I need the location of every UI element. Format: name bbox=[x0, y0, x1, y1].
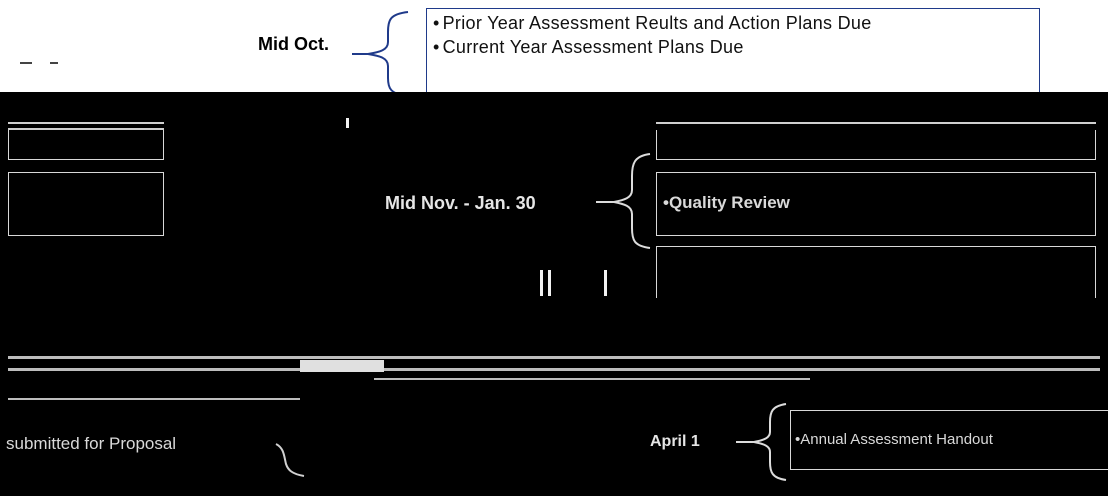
divider-line bbox=[8, 368, 1100, 371]
band-edge bbox=[0, 92, 1108, 100]
date-april: April 1 bbox=[650, 433, 700, 450]
brace-icon bbox=[352, 11, 409, 97]
task-item: •Quality Review bbox=[663, 193, 790, 212]
task-box-mid-oct: Prior Year Assessment Reults and Action … bbox=[426, 8, 1040, 100]
brace-icon bbox=[275, 443, 305, 477]
right-box-upper bbox=[656, 130, 1096, 160]
divider-line bbox=[8, 122, 164, 124]
brace-icon bbox=[736, 403, 787, 481]
left-box bbox=[8, 130, 164, 160]
artifact bbox=[300, 360, 384, 372]
divider-line bbox=[8, 356, 1100, 359]
task-item: Current Year Assessment Plans Due bbox=[433, 35, 1033, 59]
right-box-lower bbox=[656, 246, 1096, 298]
task-item: •Annual Assessment Handout bbox=[795, 431, 993, 448]
brace-icon bbox=[596, 153, 651, 249]
dash-mark bbox=[50, 62, 58, 64]
task-item: Prior Year Assessment Reults and Action … bbox=[433, 11, 1033, 35]
left-box bbox=[8, 172, 164, 236]
task-box-mid-nov: •Quality Review bbox=[656, 172, 1096, 236]
artifact bbox=[548, 270, 551, 296]
artifact bbox=[540, 270, 543, 296]
date-mid-nov-jan: Mid Nov. - Jan. 30 bbox=[385, 193, 536, 213]
artifact bbox=[604, 270, 607, 296]
fragment-text: submitted for Proposal bbox=[6, 434, 177, 453]
dash-mark bbox=[20, 62, 32, 64]
artifact bbox=[346, 118, 349, 128]
task-box-april: •Annual Assessment Handout bbox=[790, 410, 1108, 470]
divider-line bbox=[374, 378, 810, 380]
divider-line bbox=[8, 398, 300, 400]
divider-line bbox=[656, 122, 1096, 124]
date-mid-oct: Mid Oct. bbox=[258, 34, 329, 54]
divider-line bbox=[8, 128, 164, 130]
